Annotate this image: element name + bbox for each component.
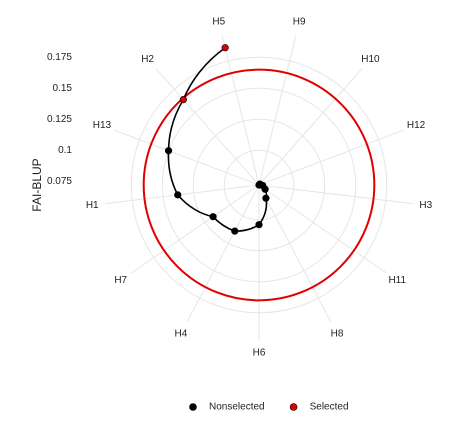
grid-spoke bbox=[113, 129, 260, 186]
legend-marker bbox=[289, 403, 298, 411]
category-label: H4 bbox=[175, 328, 188, 339]
y-tick-label: 0.175 bbox=[47, 52, 72, 63]
point bbox=[164, 147, 173, 155]
category-label: H1 bbox=[86, 200, 99, 211]
point bbox=[179, 96, 187, 104]
grid-spoke bbox=[221, 34, 260, 186]
y-tick-label: 0.15 bbox=[53, 83, 73, 94]
point bbox=[209, 213, 217, 221]
category-label: H13 bbox=[93, 120, 112, 131]
grid-spoke bbox=[186, 184, 260, 323]
category-label: H7 bbox=[114, 275, 127, 286]
category-label: H3 bbox=[419, 200, 432, 211]
point bbox=[255, 221, 263, 229]
point bbox=[231, 227, 239, 235]
category-label: H2 bbox=[141, 54, 154, 65]
line bbox=[167, 47, 268, 232]
point bbox=[221, 44, 229, 52]
grid-spoke bbox=[258, 34, 297, 186]
category-label: H8 bbox=[331, 328, 344, 339]
y-tick-label: 0.125 bbox=[47, 114, 72, 125]
grid-spoke bbox=[258, 68, 363, 186]
grid-spoke bbox=[258, 184, 332, 323]
grid-spoke bbox=[258, 184, 413, 205]
category-label: H6 bbox=[253, 348, 266, 359]
grid-spoke bbox=[258, 129, 405, 186]
y-axis-title: FAI-BLUP bbox=[30, 158, 44, 211]
category-label: H11 bbox=[388, 275, 406, 286]
grid-spoke bbox=[105, 184, 260, 205]
legend-marker bbox=[189, 403, 197, 411]
category-label: H5 bbox=[212, 17, 225, 28]
legend-label: Selected bbox=[310, 402, 349, 413]
y-tick-label: 0.1 bbox=[58, 145, 72, 156]
point bbox=[261, 185, 269, 193]
cutoff-circle bbox=[142, 68, 376, 302]
grid-spoke bbox=[155, 68, 260, 186]
grid-spoke bbox=[131, 184, 260, 274]
category-label: H10 bbox=[361, 54, 380, 65]
legend-label: Nonselected bbox=[209, 402, 265, 413]
grid-spoke bbox=[258, 184, 387, 274]
category-label: H9 bbox=[293, 17, 306, 28]
y-tick-label: 0.075 bbox=[47, 176, 72, 187]
point bbox=[262, 194, 270, 202]
category-label: H12 bbox=[407, 120, 426, 131]
point bbox=[174, 191, 182, 199]
